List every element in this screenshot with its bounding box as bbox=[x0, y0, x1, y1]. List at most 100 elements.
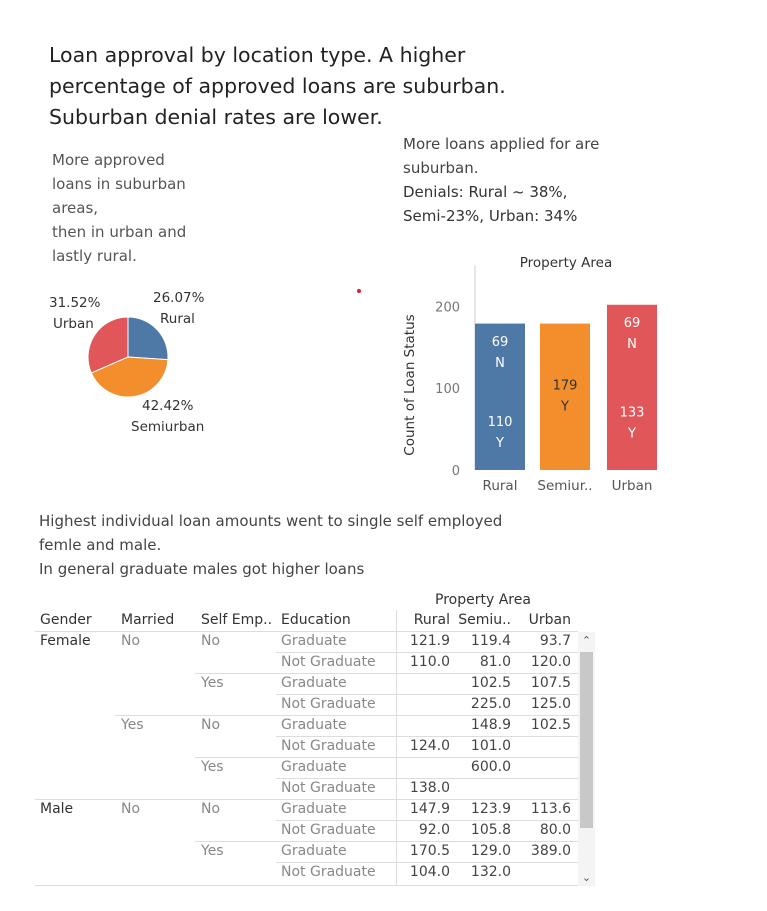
table-value-cell: 92.0 bbox=[418, 822, 450, 838]
table-column-header: Semiu.. bbox=[458, 612, 511, 628]
pie-slice-rural[interactable] bbox=[127, 316, 169, 361]
table-row-header: Self Emp.. bbox=[201, 612, 273, 628]
table-note-line: Highest individual loan amounts went to … bbox=[39, 512, 503, 530]
crosstab-table[interactable]: Property Area Gender Married Self Emp.. Educ… bbox=[35, 590, 600, 890]
pie-category-label: Semiurban bbox=[131, 419, 204, 435]
bar-note-line: suburban. bbox=[403, 159, 479, 177]
table-header-divider bbox=[35, 631, 578, 632]
table-row-header: Married bbox=[121, 612, 175, 628]
table-value-cell: 389.0 bbox=[530, 843, 571, 859]
table-value-cell: 105.8 bbox=[470, 822, 511, 838]
bar-semiur[interactable] bbox=[540, 323, 590, 470]
pie-percent-label: 26.07% bbox=[153, 290, 205, 306]
table-bottom-border bbox=[35, 885, 578, 886]
table-cell-education: Not Graduate bbox=[281, 738, 376, 754]
bar-note-line: Denials: Rural ~ 38%, bbox=[403, 183, 568, 201]
table-cell-gender: Male bbox=[40, 801, 74, 817]
table-cell-gender: Female bbox=[40, 633, 91, 649]
table-value-cell: 121.9 bbox=[409, 633, 450, 649]
x-tick-label: Semiur.. bbox=[537, 478, 592, 494]
table-value-cell: 132.0 bbox=[470, 864, 511, 880]
table-value-cell: 138.0 bbox=[409, 780, 450, 796]
table-cell-married: No bbox=[121, 801, 141, 817]
scrollbar-thumb[interactable] bbox=[580, 652, 593, 828]
x-tick-label: Urban bbox=[612, 478, 653, 494]
table-value-cell: 600.0 bbox=[470, 759, 511, 775]
pie-chart: 26.07% Rural 42.42% Semiurban 31.52% Urban bbox=[49, 290, 205, 435]
bar-series-label: N bbox=[627, 337, 637, 352]
y-axis-label: Count of Loan Status bbox=[402, 314, 418, 455]
table-value-cell: 93.7 bbox=[539, 633, 571, 649]
table-row-divider bbox=[276, 652, 578, 653]
pie-slice-urban[interactable] bbox=[87, 316, 129, 374]
table-value-cell: 125.0 bbox=[530, 696, 571, 712]
bar-chart-title: Property Area bbox=[520, 255, 612, 271]
bar-rural[interactable] bbox=[475, 323, 525, 470]
pie-slice-semiurban[interactable] bbox=[90, 356, 169, 398]
table-cell-married: Yes bbox=[121, 717, 144, 733]
table-row-divider bbox=[276, 862, 578, 863]
table-row-divider bbox=[276, 736, 578, 737]
bar-data-label: 179 bbox=[553, 379, 578, 394]
table-cell-education: Not Graduate bbox=[281, 822, 376, 838]
table-cell-education: Graduate bbox=[281, 843, 347, 859]
table-cell-self-employed: No bbox=[201, 717, 221, 733]
pie-category-label: Rural bbox=[160, 311, 195, 327]
bar-annotation: More loans applied for are suburban. Den… bbox=[403, 132, 703, 228]
pie-note-line: loans in suburban bbox=[52, 175, 186, 193]
table-value-cell: 102.5 bbox=[530, 717, 571, 733]
bar-series-label: Y bbox=[560, 400, 569, 415]
table-value-cell: 104.0 bbox=[409, 864, 450, 880]
bar-data-label: 110 bbox=[488, 415, 513, 430]
table-row-divider bbox=[276, 778, 578, 779]
table-value-cell: 119.4 bbox=[470, 633, 511, 649]
table-cell-self-employed: No bbox=[201, 633, 221, 649]
table-row-divider bbox=[195, 841, 578, 842]
table-row-header: Education bbox=[281, 612, 351, 628]
table-cell-education: Not Graduate bbox=[281, 696, 376, 712]
bar-series-label: Y bbox=[627, 427, 636, 442]
table-column-header: Rural bbox=[413, 612, 450, 628]
table-row-divider bbox=[195, 757, 578, 758]
table-value-cell: 147.9 bbox=[409, 801, 450, 817]
table-note-line: femle and male. bbox=[39, 536, 162, 554]
pie-percent-label: 42.42% bbox=[142, 398, 194, 414]
table-cell-education: Graduate bbox=[281, 675, 347, 691]
pie-note-line: More approved bbox=[52, 151, 165, 169]
table-cell-education: Not Graduate bbox=[281, 864, 376, 880]
bar-note-line: More loans applied for are bbox=[403, 135, 600, 153]
table-value-cell: 129.0 bbox=[470, 843, 511, 859]
bar-note-line: Semi-23%, Urban: 34% bbox=[403, 207, 578, 225]
table-cell-education: Graduate bbox=[281, 717, 347, 733]
pie-category-label: Urban bbox=[53, 316, 94, 332]
x-tick-label: Rural bbox=[483, 478, 518, 494]
table-note-line: In general graduate males got higher loa… bbox=[39, 560, 365, 578]
table-value-cell: 101.0 bbox=[470, 738, 511, 754]
chevron-down-icon[interactable]: ⌄ bbox=[581, 871, 592, 884]
bar-series-label: Y bbox=[495, 436, 504, 451]
table-column-group-header: Property Area bbox=[435, 592, 531, 608]
table-row-header: Gender bbox=[40, 612, 92, 628]
table-value-cell: 110.0 bbox=[409, 654, 450, 670]
table-value-cell: 81.0 bbox=[479, 654, 511, 670]
bar-data-label: 133 bbox=[620, 406, 645, 421]
table-value-cell: 113.6 bbox=[530, 801, 571, 817]
table-value-cell: 225.0 bbox=[470, 696, 511, 712]
table-cell-education: Not Graduate bbox=[281, 654, 376, 670]
table-cell-education: Graduate bbox=[281, 759, 347, 775]
table-row-divider bbox=[115, 715, 578, 716]
chevron-up-icon[interactable]: ⌃ bbox=[581, 634, 592, 647]
y-tick-label: 0 bbox=[452, 464, 460, 479]
table-row-divider bbox=[276, 820, 578, 821]
table-value-cell: 123.9 bbox=[470, 801, 511, 817]
y-tick-label: 100 bbox=[435, 382, 460, 397]
table-cell-education: Graduate bbox=[281, 801, 347, 817]
table-scrollbar[interactable]: ⌃ ⌄ bbox=[578, 632, 595, 886]
red-dot-marker bbox=[357, 289, 361, 293]
table-row-divider bbox=[276, 694, 578, 695]
table-value-cell: 170.5 bbox=[409, 843, 450, 859]
table-value-cell: 107.5 bbox=[530, 675, 571, 691]
bar-urban[interactable] bbox=[607, 304, 657, 470]
pie-percent-label: 31.52% bbox=[49, 295, 101, 311]
table-row-divider bbox=[195, 673, 578, 674]
